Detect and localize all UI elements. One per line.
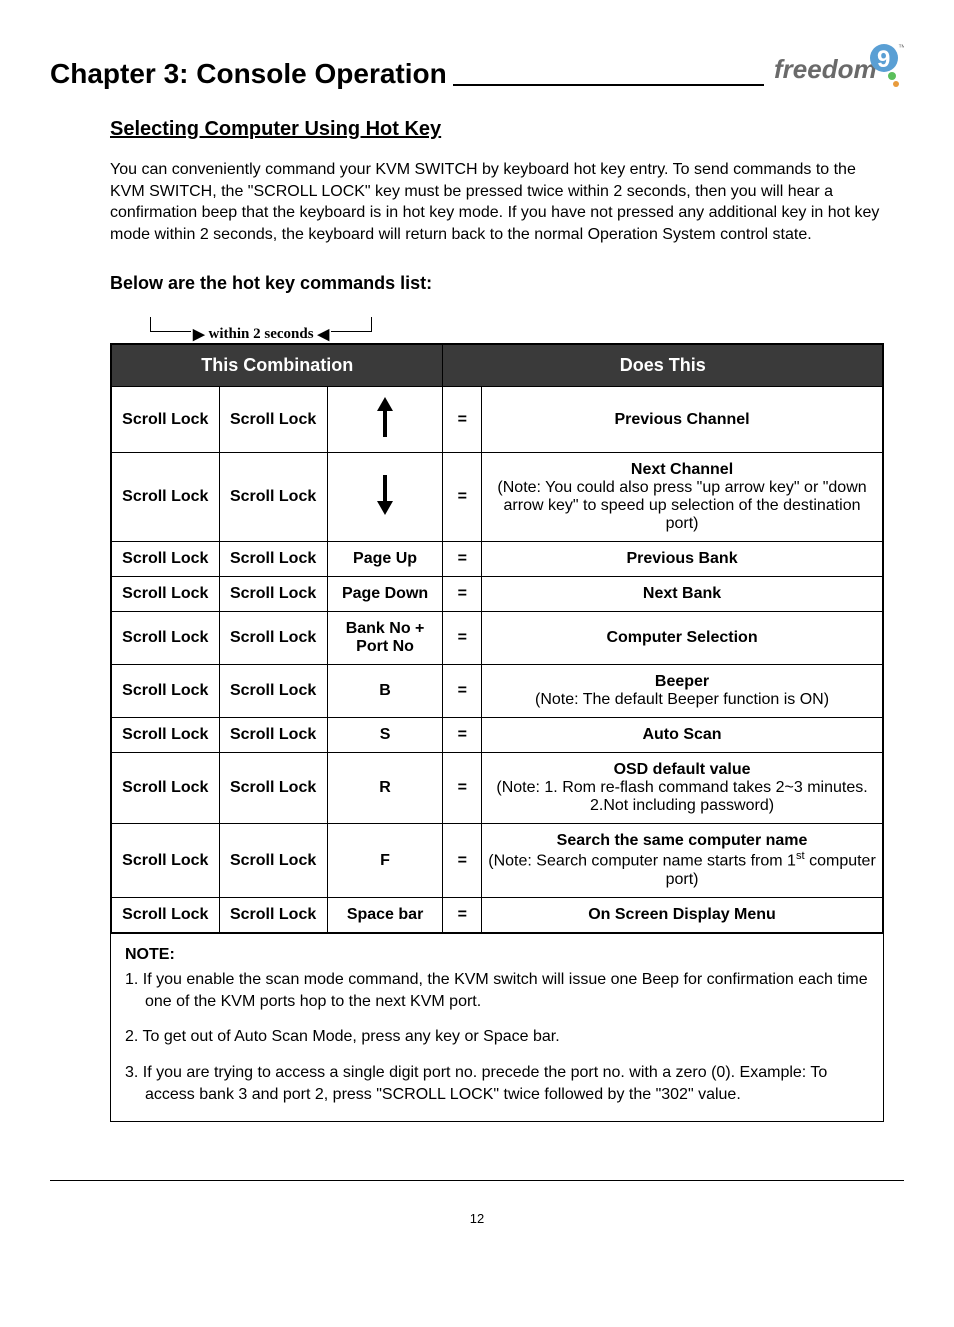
table-row: Scroll LockScroll LockB=Beeper(Note: The… [111,665,883,718]
cell-scroll-lock: Scroll Lock [111,897,219,933]
cell-third-key: R [327,753,443,824]
within-2-seconds-label: ▶within 2 seconds◀ [150,324,884,344]
cell-equals: = [443,718,482,753]
cell-third-key: B [327,665,443,718]
cell-scroll-lock: Scroll Lock [219,897,327,933]
table-row: Scroll LockScroll Lock =Previous Channel [111,387,883,453]
cell-result: OSD default value(Note: 1. Rom re-flash … [482,753,883,824]
page-header: Chapter 3: Console Operation freedom 9 ™ [50,40,904,90]
cell-result: Previous Channel [482,387,883,453]
cell-equals: = [443,453,482,542]
intro-paragraph: You can conveniently command your KVM SW… [110,159,884,245]
cell-scroll-lock: Scroll Lock [111,453,219,542]
page-number: 12 [0,1211,954,1226]
note-item: 2. To get out of Auto Scan Mode, press a… [125,1026,869,1048]
cell-third-key: F [327,824,443,897]
cell-result: Next Bank [482,577,883,612]
table-row: Scroll LockScroll LockSpace bar=On Scree… [111,897,883,933]
cell-equals: = [443,665,482,718]
cell-result: Next Channel(Note: You could also press … [482,453,883,542]
cell-scroll-lock: Scroll Lock [219,577,327,612]
table-row: Scroll LockScroll LockS=Auto Scan [111,718,883,753]
table-row: Scroll LockScroll Lock =Next Channel(Note… [111,453,883,542]
chapter-title: Chapter 3: Console Operation [50,58,447,90]
table-row: Scroll LockScroll LockBank No + Port No=… [111,612,883,665]
cell-scroll-lock: Scroll Lock [111,718,219,753]
cell-equals: = [443,753,482,824]
table-row: Scroll LockScroll LockPage Up=Previous B… [111,542,883,577]
note-title: NOTE: [125,944,869,966]
cell-scroll-lock: Scroll Lock [219,753,327,824]
table-header-combination: This Combination [111,344,443,387]
cell-scroll-lock: Scroll Lock [111,665,219,718]
cell-third-key: S [327,718,443,753]
note-item: 1. If you enable the scan mode command, … [125,969,869,1012]
table-header-does: Does This [443,344,883,387]
cell-result: Beeper(Note: The default Beeper function… [482,665,883,718]
cell-scroll-lock: Scroll Lock [219,718,327,753]
cell-scroll-lock: Scroll Lock [111,387,219,453]
cell-result: Previous Bank [482,542,883,577]
cell-scroll-lock: Scroll Lock [219,665,327,718]
cell-scroll-lock: Scroll Lock [219,824,327,897]
cell-scroll-lock: Scroll Lock [111,542,219,577]
cell-equals: = [443,577,482,612]
section-title: Selecting Computer Using Hot Key [110,118,884,141]
hotkey-table: This Combination Does This Scroll LockSc… [110,343,884,933]
cell-third-key: Space bar [327,897,443,933]
cell-result: Computer Selection [482,612,883,665]
cell-equals: = [443,897,482,933]
sub-heading: Below are the hot key commands list: [110,273,884,294]
cell-equals: = [443,387,482,453]
cell-scroll-lock: Scroll Lock [111,612,219,665]
cell-scroll-lock: Scroll Lock [111,824,219,897]
note-box: NOTE: 1. If you enable the scan mode com… [110,934,884,1123]
table-row: Scroll LockScroll LockR=OSD default valu… [111,753,883,824]
header-rule [453,84,764,86]
cell-third-key [327,453,443,542]
svg-text:9: 9 [877,46,890,73]
table-row: Scroll LockScroll LockPage Down=Next Ban… [111,577,883,612]
cell-scroll-lock: Scroll Lock [219,542,327,577]
cell-equals: = [443,542,482,577]
note-item: 3. If you are trying to access a single … [125,1062,869,1105]
svg-text:freedom: freedom [774,54,877,84]
cell-third-key: Page Up [327,542,443,577]
cell-result: On Screen Display Menu [482,897,883,933]
cell-result: Search the same computer name(Note: Sear… [482,824,883,897]
footer-rule [50,1180,904,1181]
cell-third-key: Bank No + Port No [327,612,443,665]
table-row: Scroll LockScroll LockF=Search the same … [111,824,883,897]
svg-text:™: ™ [898,43,904,52]
cell-scroll-lock: Scroll Lock [111,577,219,612]
cell-third-key: Page Down [327,577,443,612]
cell-third-key [327,387,443,453]
cell-equals: = [443,824,482,897]
cell-scroll-lock: Scroll Lock [219,453,327,542]
cell-equals: = [443,612,482,665]
cell-scroll-lock: Scroll Lock [219,387,327,453]
cell-scroll-lock: Scroll Lock [111,753,219,824]
brand-logo: freedom 9 ™ [774,40,904,90]
within-text: within 2 seconds [209,326,314,343]
cell-scroll-lock: Scroll Lock [219,612,327,665]
cell-result: Auto Scan [482,718,883,753]
